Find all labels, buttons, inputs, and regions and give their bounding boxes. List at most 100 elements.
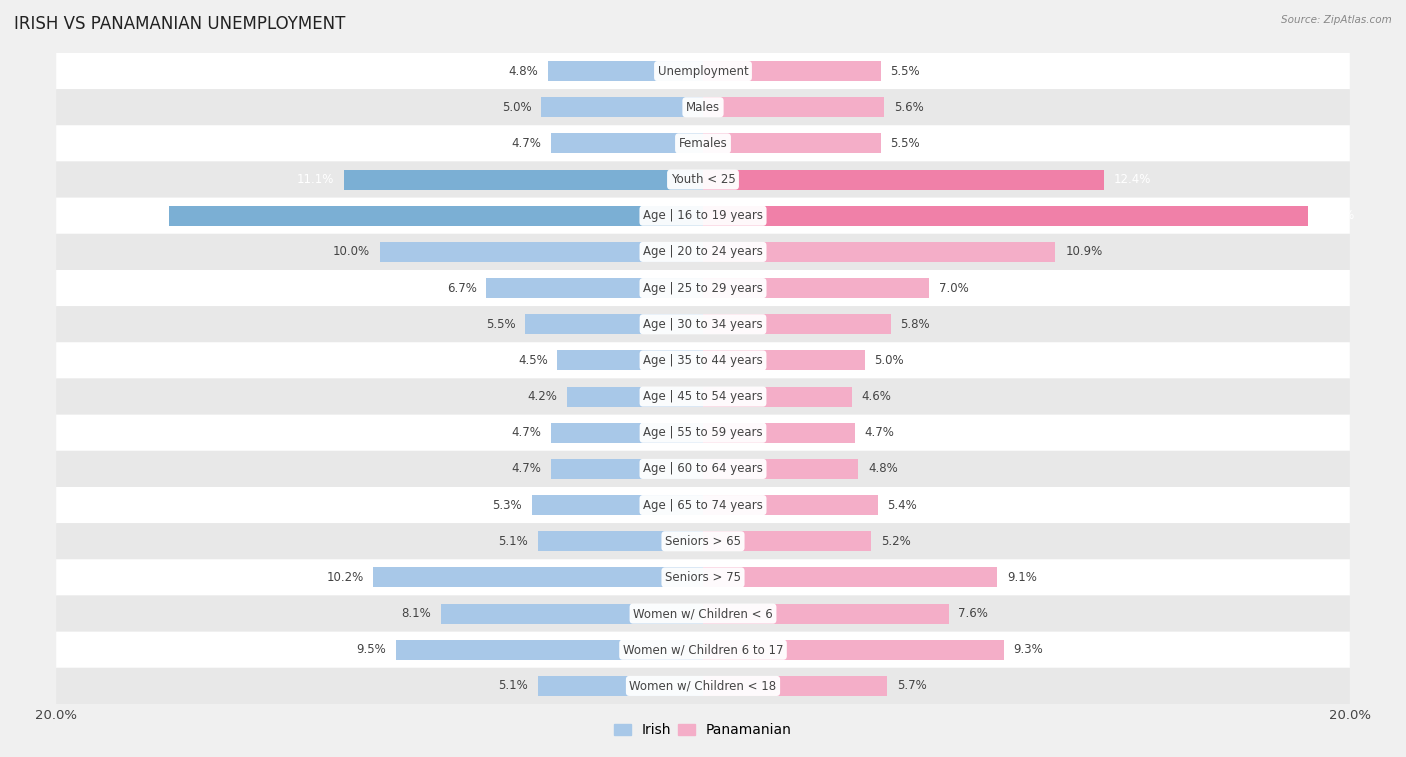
Bar xyxy=(703,676,887,696)
Text: Youth < 25: Youth < 25 xyxy=(671,173,735,186)
Text: 4.5%: 4.5% xyxy=(517,354,548,367)
Text: 10.9%: 10.9% xyxy=(1066,245,1102,258)
Text: 16.5%: 16.5% xyxy=(122,209,160,223)
Bar xyxy=(567,387,703,407)
Text: 8.1%: 8.1% xyxy=(402,607,432,620)
FancyBboxPatch shape xyxy=(56,89,1350,126)
Text: 5.0%: 5.0% xyxy=(502,101,531,114)
Bar xyxy=(344,170,703,189)
Text: 5.2%: 5.2% xyxy=(880,534,911,548)
Bar xyxy=(703,314,890,334)
Bar xyxy=(373,568,703,587)
Text: 4.7%: 4.7% xyxy=(512,137,541,150)
Text: Women w/ Children < 6: Women w/ Children < 6 xyxy=(633,607,773,620)
Bar xyxy=(703,495,877,515)
Text: 5.5%: 5.5% xyxy=(486,318,516,331)
Legend: Irish, Panamanian: Irish, Panamanian xyxy=(609,718,797,743)
Bar xyxy=(703,603,949,624)
Text: Women w/ Children < 18: Women w/ Children < 18 xyxy=(630,680,776,693)
Text: Age | 20 to 24 years: Age | 20 to 24 years xyxy=(643,245,763,258)
Text: 4.7%: 4.7% xyxy=(512,426,541,439)
Text: 11.1%: 11.1% xyxy=(297,173,335,186)
Text: Age | 65 to 74 years: Age | 65 to 74 years xyxy=(643,499,763,512)
Text: Age | 25 to 29 years: Age | 25 to 29 years xyxy=(643,282,763,294)
FancyBboxPatch shape xyxy=(56,596,1350,631)
Text: Seniors > 65: Seniors > 65 xyxy=(665,534,741,548)
FancyBboxPatch shape xyxy=(56,53,1350,89)
Bar xyxy=(441,603,703,624)
FancyBboxPatch shape xyxy=(56,631,1350,668)
Text: Age | 45 to 54 years: Age | 45 to 54 years xyxy=(643,390,763,403)
Text: 4.2%: 4.2% xyxy=(527,390,558,403)
Text: 6.7%: 6.7% xyxy=(447,282,477,294)
Text: 5.3%: 5.3% xyxy=(492,499,522,512)
Text: Age | 16 to 19 years: Age | 16 to 19 years xyxy=(643,209,763,223)
Bar xyxy=(703,568,997,587)
Bar xyxy=(526,314,703,334)
Text: 4.7%: 4.7% xyxy=(512,463,541,475)
Bar xyxy=(703,242,1056,262)
FancyBboxPatch shape xyxy=(56,487,1350,523)
Text: Seniors > 75: Seniors > 75 xyxy=(665,571,741,584)
FancyBboxPatch shape xyxy=(56,415,1350,451)
Text: Source: ZipAtlas.com: Source: ZipAtlas.com xyxy=(1281,15,1392,25)
FancyBboxPatch shape xyxy=(56,234,1350,270)
Bar xyxy=(703,98,884,117)
Bar xyxy=(703,170,1104,189)
Text: 5.4%: 5.4% xyxy=(887,499,917,512)
Text: 5.8%: 5.8% xyxy=(900,318,929,331)
Bar xyxy=(703,423,855,443)
Bar xyxy=(551,459,703,479)
Text: Age | 55 to 59 years: Age | 55 to 59 years xyxy=(643,426,763,439)
Bar xyxy=(538,676,703,696)
Bar xyxy=(703,61,880,81)
Text: Age | 60 to 64 years: Age | 60 to 64 years xyxy=(643,463,763,475)
Text: 10.0%: 10.0% xyxy=(333,245,370,258)
Text: 5.1%: 5.1% xyxy=(499,680,529,693)
Text: 12.4%: 12.4% xyxy=(1114,173,1152,186)
Text: Males: Males xyxy=(686,101,720,114)
Bar xyxy=(548,61,703,81)
Bar xyxy=(551,133,703,154)
Text: Women w/ Children 6 to 17: Women w/ Children 6 to 17 xyxy=(623,643,783,656)
FancyBboxPatch shape xyxy=(56,451,1350,487)
FancyBboxPatch shape xyxy=(56,198,1350,234)
Bar xyxy=(380,242,703,262)
FancyBboxPatch shape xyxy=(56,306,1350,342)
Text: 10.2%: 10.2% xyxy=(326,571,363,584)
Text: 7.6%: 7.6% xyxy=(959,607,988,620)
Text: 4.8%: 4.8% xyxy=(509,64,538,77)
Bar xyxy=(486,278,703,298)
Text: Age | 30 to 34 years: Age | 30 to 34 years xyxy=(643,318,763,331)
Bar xyxy=(703,206,1308,226)
Text: 9.3%: 9.3% xyxy=(1014,643,1043,656)
Text: 5.7%: 5.7% xyxy=(897,680,927,693)
Bar xyxy=(703,531,872,551)
Text: IRISH VS PANAMANIAN UNEMPLOYMENT: IRISH VS PANAMANIAN UNEMPLOYMENT xyxy=(14,15,346,33)
Bar xyxy=(703,133,880,154)
Bar xyxy=(703,387,852,407)
Bar xyxy=(703,640,1004,659)
Bar xyxy=(551,423,703,443)
Text: Age | 35 to 44 years: Age | 35 to 44 years xyxy=(643,354,763,367)
Bar xyxy=(703,278,929,298)
Bar xyxy=(396,640,703,659)
Text: 7.0%: 7.0% xyxy=(939,282,969,294)
Text: 5.5%: 5.5% xyxy=(890,137,920,150)
Text: 4.6%: 4.6% xyxy=(862,390,891,403)
Text: Females: Females xyxy=(679,137,727,150)
FancyBboxPatch shape xyxy=(56,126,1350,161)
FancyBboxPatch shape xyxy=(56,161,1350,198)
Text: 4.7%: 4.7% xyxy=(865,426,894,439)
Bar xyxy=(703,350,865,370)
Text: 4.8%: 4.8% xyxy=(868,463,897,475)
Bar xyxy=(170,206,703,226)
FancyBboxPatch shape xyxy=(56,523,1350,559)
Text: 9.1%: 9.1% xyxy=(1007,571,1036,584)
FancyBboxPatch shape xyxy=(56,668,1350,704)
Bar xyxy=(538,531,703,551)
Text: 9.5%: 9.5% xyxy=(356,643,387,656)
Bar xyxy=(558,350,703,370)
FancyBboxPatch shape xyxy=(56,378,1350,415)
Bar xyxy=(703,459,858,479)
